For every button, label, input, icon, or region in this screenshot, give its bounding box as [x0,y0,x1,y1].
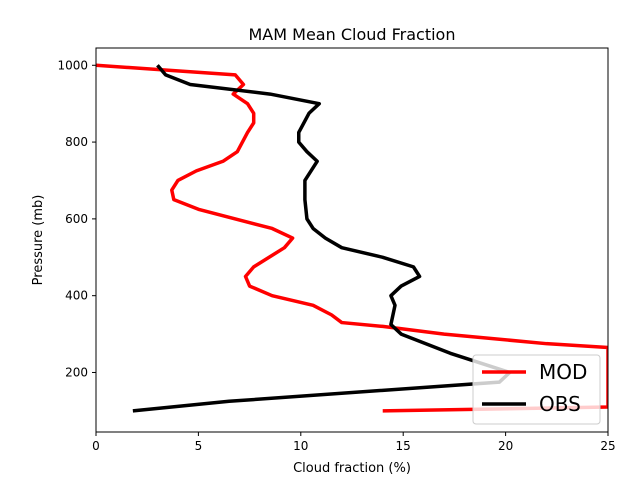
x-tick-label: 20 [498,439,513,453]
x-tick-label: 15 [396,439,411,453]
y-tick-label: 1000 [57,58,88,72]
y-tick-label: 600 [65,212,88,226]
legend-label-obs: OBS [539,392,581,416]
y-tick-label: 400 [65,289,88,303]
x-tick-label: 0 [92,439,100,453]
y-tick-label: 200 [65,365,88,379]
y-axis-label: Pressure (mb) [31,195,46,286]
x-tick-label: 10 [293,439,308,453]
x-tick-label: 25 [600,439,615,453]
x-axis-label: Cloud fraction (%) [293,461,411,476]
series-line-mod [96,63,608,413]
y-tick-label: 800 [65,135,88,149]
x-tick-label: 5 [195,439,203,453]
legend: MOD OBS [472,354,601,425]
series-line-obs [132,64,512,413]
chart-title: MAM Mean Cloud Fraction [249,25,456,44]
legend-label-mod: MOD [539,360,587,384]
plot-frame [95,47,609,433]
